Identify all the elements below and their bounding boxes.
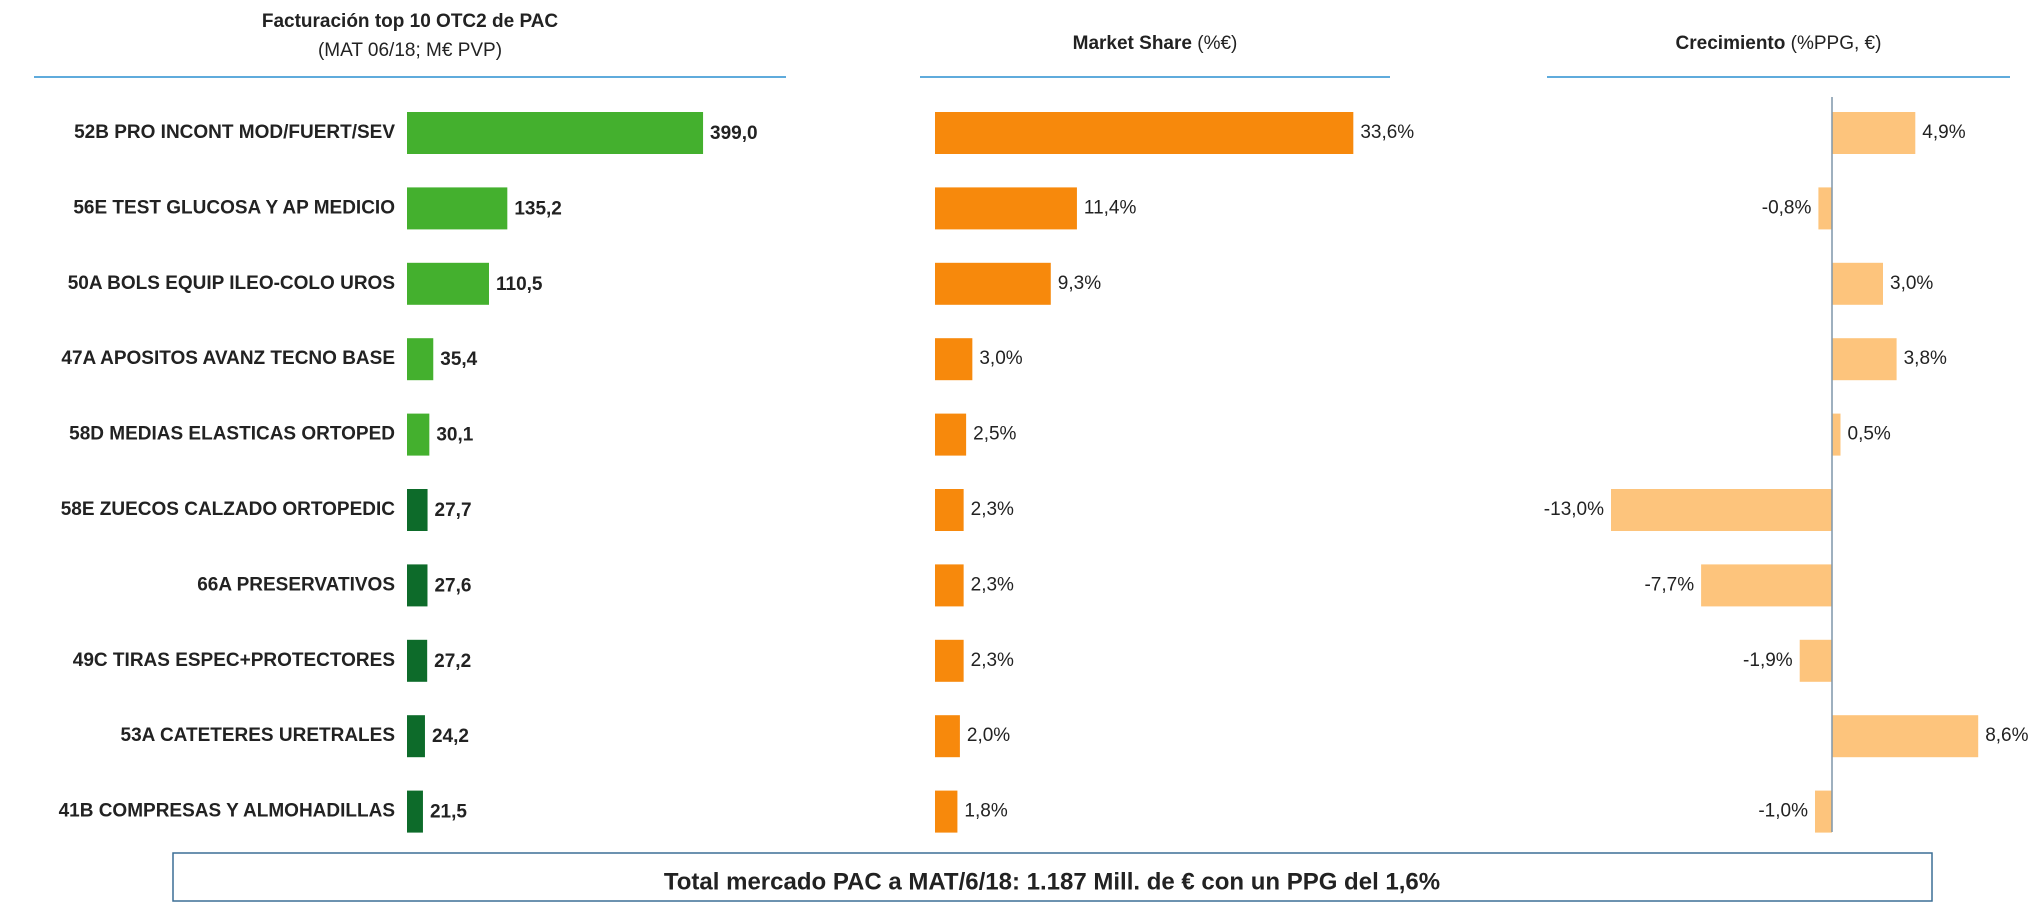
value-label: 30,1 — [436, 425, 473, 446]
footer: Total mercado PAC a MAT/6/18: 1.187 Mill… — [664, 868, 1440, 895]
bar — [935, 639, 964, 682]
bar — [407, 790, 423, 833]
bar — [407, 564, 428, 607]
value-label: 2,5% — [973, 424, 1016, 445]
bar — [935, 413, 967, 456]
bar — [407, 187, 508, 230]
value-label: 27,2 — [434, 651, 471, 672]
bar — [1611, 489, 1832, 531]
bar — [935, 338, 973, 381]
bar — [1832, 262, 1883, 305]
value-label: 3,8% — [1904, 348, 1947, 369]
value-label: 3,0% — [1890, 273, 1933, 294]
value-label: 110,5 — [496, 274, 543, 295]
bar — [407, 262, 489, 305]
value-label: 4,9% — [1922, 122, 1965, 143]
value-label: -13,0% — [1544, 499, 1604, 520]
category-label: 49C TIRAS ESPEC+PROTECTORES — [73, 650, 395, 671]
panel-title-main: Crecimiento — [1676, 33, 1786, 54]
bar — [1701, 564, 1832, 607]
bar — [935, 790, 958, 833]
category-label: 58E ZUECOS CALZADO ORTOPEDIC — [61, 499, 396, 520]
value-label: 135,2 — [514, 198, 562, 219]
bar — [935, 112, 1354, 154]
value-label: 35,4 — [440, 349, 477, 370]
bar — [407, 639, 428, 682]
category-label: 66A PRESERVATIVOS — [197, 574, 395, 595]
category-label: 47A APOSITOS AVANZ TECNO BASE — [61, 348, 395, 369]
bar — [1799, 639, 1832, 682]
panel-subtitle: (%€) — [1197, 33, 1237, 54]
bar — [935, 262, 1051, 305]
category-label: 58D MEDIAS ELASTICAS ORTOPED — [69, 424, 395, 445]
bar — [407, 338, 434, 381]
category-label: 56E TEST GLUCOSA Y AP MEDICIO — [73, 197, 395, 218]
category-label: 52B PRO INCONT MOD/FUERT/SEV — [74, 122, 395, 143]
value-label: 2,0% — [967, 725, 1010, 746]
category-label: 41B COMPRESAS Y ALMOHADILLAS — [59, 801, 395, 822]
bar — [935, 489, 964, 531]
value-label: 27,7 — [435, 500, 472, 521]
bar — [1832, 112, 1916, 154]
footer-box — [172, 852, 1933, 902]
value-label: -7,7% — [1644, 574, 1694, 595]
bar — [935, 715, 960, 758]
value-label: 27,6 — [434, 575, 471, 596]
value-label: 24,2 — [432, 726, 469, 747]
value-label: 2,3% — [971, 650, 1014, 671]
value-label: 8,6% — [1985, 725, 2028, 746]
bar — [935, 187, 1077, 230]
value-label: 3,0% — [979, 348, 1022, 369]
bar — [1832, 413, 1841, 456]
bar — [935, 564, 964, 607]
value-label: -0,8% — [1762, 197, 1812, 218]
bar — [1832, 715, 1979, 758]
panel-subtitle: (MAT 06/18; M€ PVP) — [318, 40, 502, 61]
panel-title: Crecimiento (%PPG, €) — [1676, 33, 1882, 54]
value-label: 11,4% — [1084, 197, 1137, 218]
value-label: 21,5 — [430, 802, 467, 823]
value-label: 9,3% — [1058, 273, 1101, 294]
value-label: -1,9% — [1743, 650, 1793, 671]
bar — [1815, 790, 1832, 833]
panel-title-main: Market Share — [1073, 33, 1192, 54]
value-label: 2,3% — [971, 499, 1014, 520]
value-label: 33,6% — [1360, 122, 1414, 143]
category-label: 50A BOLS EQUIP ILEO-COLO UROS — [68, 273, 395, 294]
category-label: 53A CATETERES URETRALES — [121, 725, 395, 746]
value-label: 1,8% — [964, 801, 1007, 822]
bar — [407, 413, 430, 456]
panel-title: Facturación top 10 OTC2 de PAC — [262, 11, 559, 32]
value-label: -1,0% — [1758, 801, 1808, 822]
panel-subtitle: (%PPG, €) — [1791, 33, 1882, 54]
panel-title: Market Share (%€) — [1073, 33, 1238, 54]
value-label: 0,5% — [1848, 424, 1891, 445]
value-label: 399,0 — [710, 123, 758, 144]
bar — [407, 715, 425, 758]
bar — [1818, 187, 1832, 230]
bar — [407, 489, 428, 531]
value-label: 2,3% — [971, 574, 1014, 595]
bar — [407, 112, 704, 154]
bar — [1832, 338, 1897, 381]
